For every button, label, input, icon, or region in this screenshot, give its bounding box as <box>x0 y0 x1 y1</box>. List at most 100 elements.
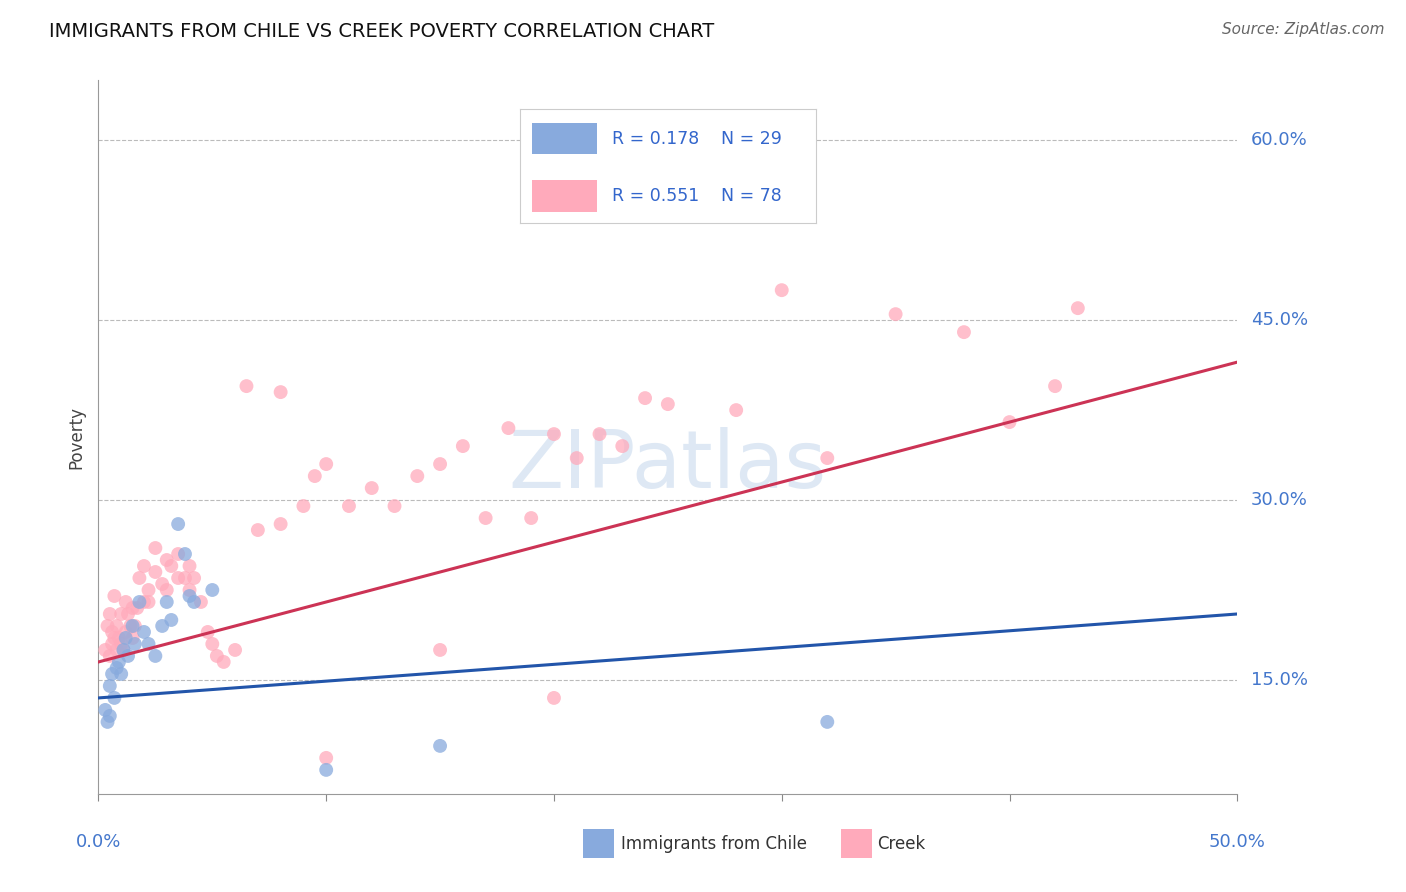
Point <box>132 559 155 574</box>
Text: 60.0%: 60.0% <box>1251 131 1308 149</box>
Point <box>114 624 136 639</box>
Text: 45.0%: 45.0% <box>1251 311 1309 329</box>
Point <box>132 624 155 639</box>
Point <box>235 379 257 393</box>
Point <box>145 541 167 555</box>
Text: 15.0%: 15.0% <box>1251 671 1308 689</box>
Point <box>565 451 588 466</box>
Point <box>770 283 793 297</box>
Point <box>128 571 150 585</box>
Point <box>360 481 382 495</box>
Text: Immigrants from Chile: Immigrants from Chile <box>621 835 807 853</box>
Point <box>406 469 429 483</box>
Point <box>98 709 121 723</box>
Point <box>105 661 128 675</box>
Point <box>156 553 179 567</box>
Point <box>108 631 131 645</box>
Point <box>124 637 146 651</box>
Point <box>429 739 451 753</box>
Point <box>103 690 125 705</box>
Point <box>120 619 142 633</box>
Point <box>98 679 121 693</box>
Point <box>127 601 149 615</box>
Point <box>315 457 337 471</box>
Text: 50.0%: 50.0% <box>1209 833 1265 851</box>
Point <box>657 397 679 411</box>
Text: 0.0%: 0.0% <box>76 833 121 851</box>
Point <box>98 607 121 621</box>
Point <box>246 523 269 537</box>
Point <box>612 439 634 453</box>
Point <box>145 565 167 579</box>
Point <box>94 703 117 717</box>
Point <box>114 631 136 645</box>
Point <box>156 595 179 609</box>
Point <box>884 307 907 321</box>
Point <box>174 547 197 561</box>
Point <box>121 619 143 633</box>
Point <box>815 451 838 466</box>
Point <box>201 637 224 651</box>
Point <box>953 325 976 339</box>
Point <box>315 751 337 765</box>
FancyBboxPatch shape <box>583 829 614 858</box>
Point <box>96 714 118 729</box>
Point <box>429 643 451 657</box>
Point <box>179 559 201 574</box>
Point <box>101 667 124 681</box>
Point <box>998 415 1021 429</box>
Point <box>156 582 179 597</box>
Point <box>112 643 135 657</box>
Point <box>167 571 190 585</box>
Point <box>270 385 292 400</box>
Point <box>1067 301 1090 315</box>
Point <box>121 631 143 645</box>
Point <box>815 714 838 729</box>
Point <box>270 516 292 531</box>
Point <box>160 613 183 627</box>
Point <box>138 637 160 651</box>
Point <box>543 690 565 705</box>
Point <box>183 571 205 585</box>
Point <box>224 643 246 657</box>
Point <box>101 637 124 651</box>
Point <box>1043 379 1066 393</box>
Point <box>292 499 315 513</box>
Point <box>110 637 132 651</box>
Point <box>498 421 520 435</box>
Point <box>588 427 610 442</box>
Point <box>201 582 224 597</box>
Text: IMMIGRANTS FROM CHILE VS CREEK POVERTY CORRELATION CHART: IMMIGRANTS FROM CHILE VS CREEK POVERTY C… <box>49 22 714 41</box>
Point <box>94 643 117 657</box>
Point <box>124 619 146 633</box>
Point <box>103 631 125 645</box>
Point <box>138 582 160 597</box>
Point <box>105 643 128 657</box>
Point <box>167 547 190 561</box>
Point <box>474 511 496 525</box>
Point <box>384 499 406 513</box>
Point <box>103 589 125 603</box>
Point <box>132 595 155 609</box>
Point <box>117 648 139 663</box>
Point <box>634 391 657 405</box>
Point <box>179 589 201 603</box>
Point <box>117 607 139 621</box>
Point <box>110 667 132 681</box>
Point <box>183 595 205 609</box>
Point <box>98 648 121 663</box>
Point <box>121 601 143 615</box>
Point <box>725 403 748 417</box>
Point <box>167 516 190 531</box>
Point <box>108 655 131 669</box>
Text: Creek: Creek <box>877 835 925 853</box>
Point <box>429 457 451 471</box>
FancyBboxPatch shape <box>841 829 872 858</box>
Point <box>212 655 235 669</box>
Text: 30.0%: 30.0% <box>1251 491 1308 509</box>
Point <box>112 643 135 657</box>
Point <box>96 619 118 633</box>
Point <box>110 607 132 621</box>
Point <box>101 624 124 639</box>
Point <box>145 648 167 663</box>
